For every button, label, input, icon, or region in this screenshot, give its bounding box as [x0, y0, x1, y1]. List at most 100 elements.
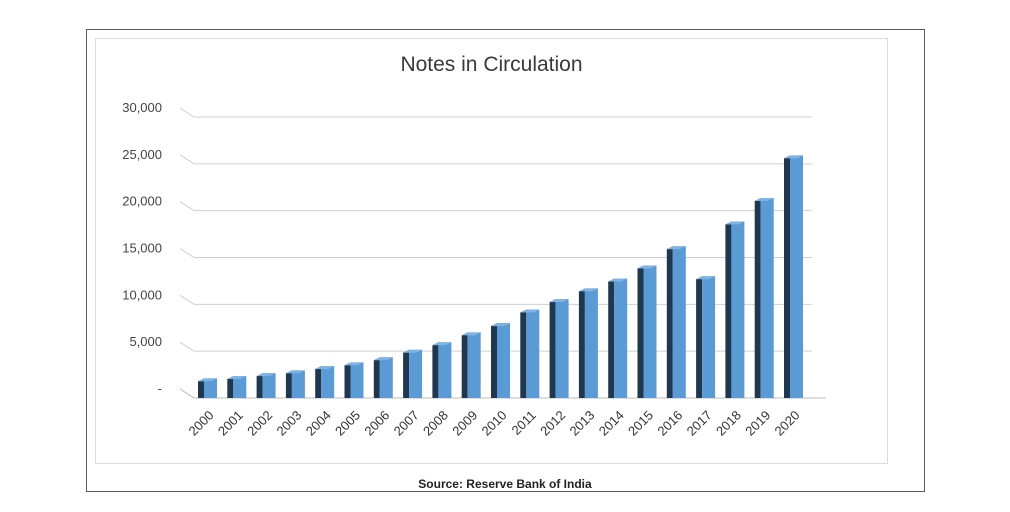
- x-tick-label: 2014: [596, 408, 627, 439]
- bar-front: [350, 362, 364, 398]
- bar-side: [373, 357, 380, 398]
- y-tick-label: 10,000: [122, 287, 162, 302]
- y-tick-label: 30,000: [122, 100, 162, 115]
- bar-front: [790, 155, 803, 398]
- bar-front: [584, 288, 598, 398]
- bar-side: [725, 221, 732, 398]
- x-tick-label: 2016: [654, 408, 685, 439]
- bar: [520, 309, 540, 398]
- x-tick-label: 2010: [479, 408, 510, 439]
- x-tick-label: 2011: [509, 408, 539, 438]
- bar-top: [461, 332, 481, 336]
- x-tick-label: 2003: [273, 408, 304, 439]
- bar-side: [549, 299, 556, 398]
- bar-side: [256, 373, 263, 398]
- bar: [637, 265, 657, 398]
- chart-title: Notes in Circulation: [400, 53, 583, 76]
- bar-front: [467, 332, 481, 398]
- y-tick-label: 20,000: [122, 194, 162, 209]
- bar: [256, 373, 276, 398]
- bar-front: [409, 349, 423, 398]
- y-tick-label: 25,000: [122, 147, 162, 162]
- bar-top: [725, 221, 745, 225]
- x-tick-label: 2006: [361, 408, 392, 439]
- y-tick-label: 15,000: [122, 241, 162, 256]
- bar-front: [262, 373, 276, 398]
- bar-top: [637, 265, 657, 269]
- bar-top: [520, 309, 540, 313]
- bar: [549, 299, 569, 398]
- bar-top: [432, 342, 452, 346]
- x-tick-label: 2020: [772, 408, 803, 439]
- gridline: [179, 201, 812, 212]
- bar: [344, 362, 364, 398]
- bar-top: [227, 375, 247, 379]
- bar-side: [666, 246, 673, 398]
- bar: [315, 366, 335, 398]
- bar-side: [637, 265, 644, 398]
- gridline: [179, 107, 812, 118]
- gridline: [179, 294, 812, 305]
- bar-top: [754, 198, 774, 202]
- bar-side: [285, 370, 292, 398]
- bar: [403, 349, 423, 398]
- x-tick-label: 2018: [713, 408, 744, 439]
- bar: [784, 155, 803, 398]
- bar-front: [233, 375, 247, 398]
- x-tick-label: 2007: [391, 408, 422, 439]
- bar-front: [379, 357, 393, 398]
- x-tick-label: 2001: [215, 408, 246, 439]
- bar-top: [549, 299, 569, 303]
- x-tick-label: 2004: [303, 408, 334, 439]
- bar-side: [198, 378, 204, 398]
- bar-side: [432, 342, 439, 398]
- bar-top: [344, 362, 364, 366]
- bar-top: [608, 278, 628, 282]
- bar-top: [578, 288, 598, 292]
- bar: [608, 278, 628, 398]
- bar-top: [403, 349, 423, 353]
- bar-side: [578, 288, 585, 398]
- bar-front: [672, 246, 686, 398]
- bar-front: [760, 198, 774, 398]
- bar-side: [461, 332, 468, 398]
- x-tick-label: 2002: [244, 408, 275, 439]
- bar-front: [614, 278, 628, 398]
- bar: [227, 375, 247, 398]
- bar-top: [491, 323, 510, 327]
- bar-side: [491, 323, 497, 398]
- bar-side: [227, 375, 234, 398]
- bar-top: [373, 357, 393, 361]
- bar-front: [204, 378, 217, 398]
- bar-front: [702, 276, 716, 398]
- bar: [696, 276, 716, 398]
- x-tick-label: 2009: [449, 408, 480, 439]
- bar-front: [321, 366, 335, 398]
- bar-top: [198, 378, 217, 382]
- bar-side: [315, 366, 322, 398]
- bar-top: [315, 366, 335, 370]
- bar: [461, 332, 481, 398]
- x-tick-label: 2008: [420, 408, 451, 439]
- bar: [285, 370, 305, 398]
- y-tick-label: -: [158, 381, 162, 396]
- x-tick-label: 2019: [742, 408, 773, 439]
- bar: [198, 378, 217, 398]
- bar-side: [520, 309, 527, 398]
- bar: [725, 221, 745, 398]
- bar-front: [497, 323, 510, 398]
- bar: [666, 246, 686, 398]
- gridline: [179, 248, 812, 258]
- bar-top: [696, 276, 716, 280]
- x-tick-label: 2000: [186, 408, 217, 439]
- bar-side: [403, 349, 410, 398]
- x-tick-label: 2017: [684, 408, 715, 439]
- source-note: Source: Reserve Bank of India: [418, 477, 592, 491]
- bar-top: [256, 373, 276, 377]
- bar: [578, 288, 598, 398]
- bar-side: [696, 276, 703, 398]
- bar-top: [784, 155, 803, 159]
- bar-front: [291, 370, 305, 398]
- bar-top: [285, 370, 305, 374]
- bar-front: [526, 309, 540, 398]
